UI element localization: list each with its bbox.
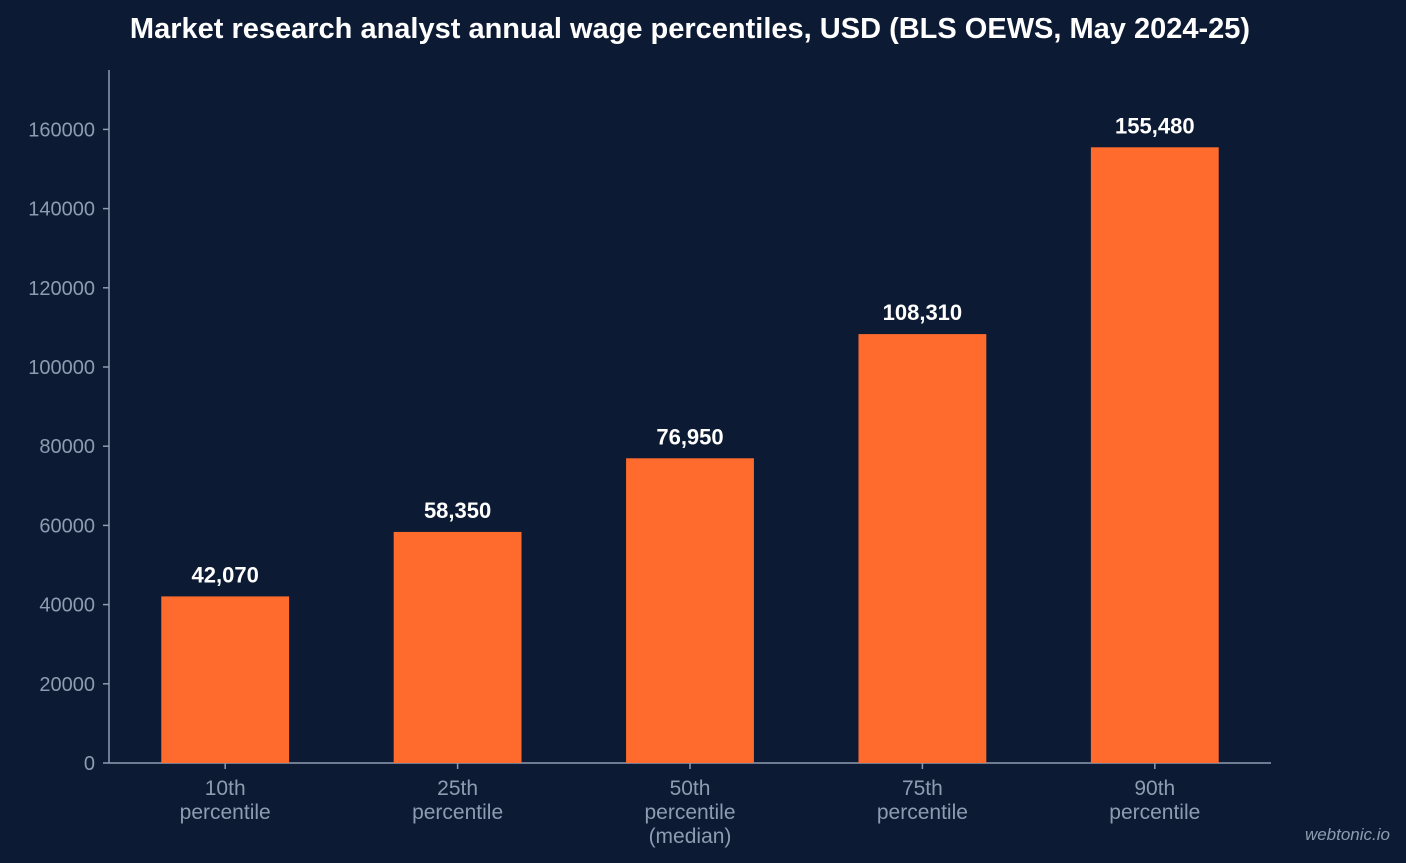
bar-value-label: 58,350 — [424, 498, 491, 523]
y-tick-label: 60000 — [39, 515, 95, 537]
x-tick-label: (median) — [649, 825, 732, 848]
y-tick-label: 0 — [84, 753, 95, 775]
x-tick-label: percentile — [412, 801, 503, 824]
watermark: webtonic.io — [1305, 825, 1390, 844]
y-tick-label: 80000 — [39, 436, 95, 458]
x-tick-label: 90th — [1134, 777, 1175, 800]
bar-value-label: 155,480 — [1115, 113, 1195, 138]
x-tick-label: percentile — [877, 801, 968, 824]
bar-value-label: 108,310 — [883, 300, 963, 325]
y-tick-label: 120000 — [28, 278, 95, 300]
bar — [393, 531, 522, 763]
bar — [161, 596, 290, 763]
y-tick-label: 160000 — [28, 119, 95, 141]
bar — [858, 334, 987, 763]
chart-title: Market research analyst annual wage perc… — [130, 13, 1250, 45]
bar — [626, 458, 754, 763]
x-tick-label: 50th — [670, 777, 711, 800]
x-tick-label: percentile — [644, 801, 735, 824]
bar-value-label: 76,950 — [656, 424, 723, 449]
x-tick-label: 25th — [437, 777, 478, 800]
x-tick-label: 10th — [205, 777, 246, 800]
bar — [1090, 147, 1219, 763]
x-tick-label: percentile — [180, 801, 271, 824]
y-tick-label: 20000 — [39, 674, 95, 696]
x-tick-label: 75th — [902, 777, 943, 800]
y-tick-label: 100000 — [28, 357, 95, 379]
bar-value-label: 42,070 — [192, 562, 259, 587]
plot-area: 0 20000 40000 60000 80000 100000 120000 140000 1… — [28, 70, 1271, 848]
y-tick-label: 40000 — [39, 595, 95, 617]
y-tick-label: 140000 — [28, 199, 95, 221]
x-tick-label: percentile — [1109, 801, 1200, 824]
